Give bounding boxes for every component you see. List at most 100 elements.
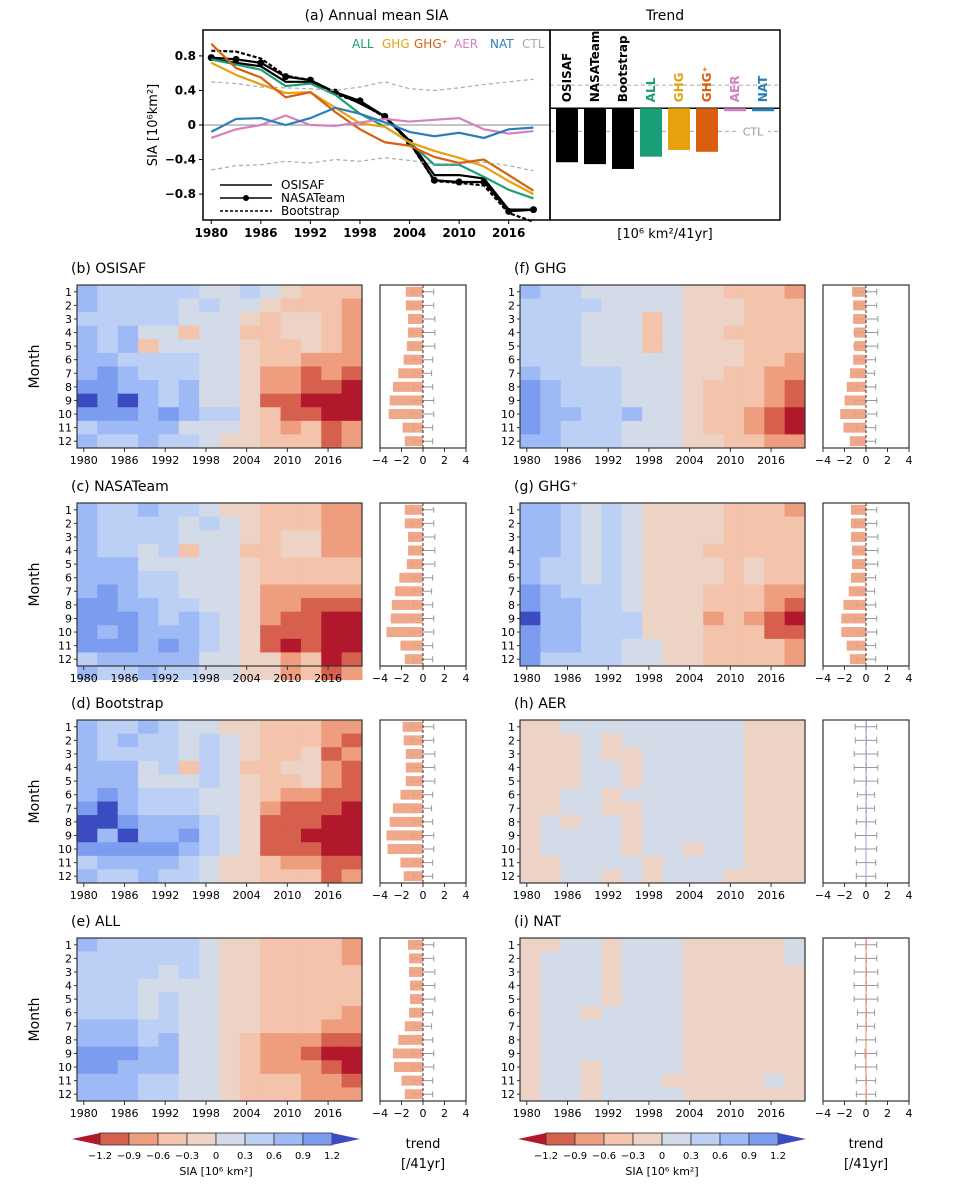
heatmap-cell [239,992,261,1007]
heatmap-cell [239,774,261,789]
heatmap-cell [219,598,241,613]
heatmap-cell [560,951,582,966]
colorbar-tick-label: 1.2 [324,1151,340,1162]
heatmap-cell [199,530,220,545]
year-label: 2016 [757,454,785,467]
heatmap-cell [260,352,282,367]
month-label: 5 [508,775,515,788]
year-label: 1998 [635,672,663,685]
heatmap-cell [784,393,806,408]
heatmap-cell [581,869,602,884]
heatmap-cell [723,611,745,626]
heatmap-cell [784,516,806,531]
heatmap-cell [239,434,261,449]
heatmap-cell [601,543,623,558]
heatmap-cell [743,407,765,422]
trend-bar [409,953,423,964]
heatmap-cell [199,638,220,653]
heatmap-cell [560,828,582,843]
heatmap-cell [601,815,623,830]
colorbar-tick-label: 0.3 [237,1151,253,1162]
year-label: 1992 [594,672,622,685]
heatmap-cell [239,638,261,653]
heatmap-cell [280,828,302,843]
heatmap-cell [219,1033,241,1048]
heatmap-cell [117,366,139,381]
heatmap-cell [341,366,363,381]
month-label: 10 [501,1061,515,1074]
heatmap-cell [138,760,159,775]
heatmap-cell [540,733,562,748]
heatmap-cell [703,978,725,993]
year-label: 1992 [151,889,179,902]
heatmap-cell [138,298,159,313]
heatmap-cell [280,801,302,816]
heatmap-cell [723,1060,745,1075]
heatmap-cell [178,285,200,300]
heatmap-cell [642,611,663,626]
heatmap-cell [97,1033,119,1048]
heatmap-cell [158,407,180,422]
heatmap-cell [723,570,745,585]
heatmap-cell [703,815,725,830]
heatmap-cell [117,801,139,816]
heatmap-cell [601,598,623,613]
heatmap-cell [117,855,139,870]
heatmap-cell [97,747,119,762]
heatmap-cell [784,380,806,395]
heatmap-cell [321,774,343,789]
trend-tick-label: 0 [420,672,427,685]
colorbar-high-extend [778,1133,806,1145]
trend-bar [849,436,866,447]
heatmap-cell [642,652,663,667]
heatmap-cell [642,638,663,653]
heatmap-cell [97,366,119,381]
heatmap-cell [764,625,786,640]
heatmap-cell [117,570,139,585]
month-label: 2 [65,952,72,965]
colorbar-tick-label: −0.9 [563,1151,587,1162]
heatmap-cell [601,951,623,966]
heatmap-cell [723,434,745,449]
heatmap-cell [219,1073,241,1088]
year-label: 1998 [635,889,663,902]
trend-bar [848,586,866,597]
heatmap-cell [77,380,98,395]
heatmap-cell [703,530,725,545]
heatmap-cell [219,393,241,408]
heatmap-cell [77,1033,98,1048]
series-line-9 [211,157,534,172]
colorbar-segment [215,1132,246,1146]
heatmap-cell [520,380,541,395]
heatmap-cell [321,420,343,435]
heatmap-cell [642,828,663,843]
heatmap-cell [239,530,261,545]
heatmap-cell [703,543,725,558]
trend-tick-label: 0 [863,454,870,467]
heatmap-cell [219,992,241,1007]
heatmap-cell [280,869,302,884]
heatmap-cell [784,570,806,585]
heatmap-cell [743,420,765,435]
heatmap-cell [321,366,343,381]
heatmap-cell [723,992,745,1007]
month-label: 11 [58,422,72,435]
heatmap-cell [239,503,261,518]
heatmap-cell [300,992,322,1007]
heatmap-cell [260,815,282,830]
heatmap-cell [520,325,541,340]
month-label: 10 [501,408,515,421]
trend-bar-label: Bootstrap [616,35,630,102]
heatmap-cell [321,1060,343,1075]
trend-bar-GHG [668,108,690,150]
heatmap-cell [621,339,643,354]
heatmap-cell [601,611,623,626]
heatmap-cell [300,543,322,558]
heatmap-cell [560,1033,582,1048]
heatmap-cell [97,611,119,626]
heatmap-cell [117,720,139,735]
colorbar-segment [302,1132,333,1146]
heatmap-cell [540,598,562,613]
heatmap-cell [97,720,119,735]
